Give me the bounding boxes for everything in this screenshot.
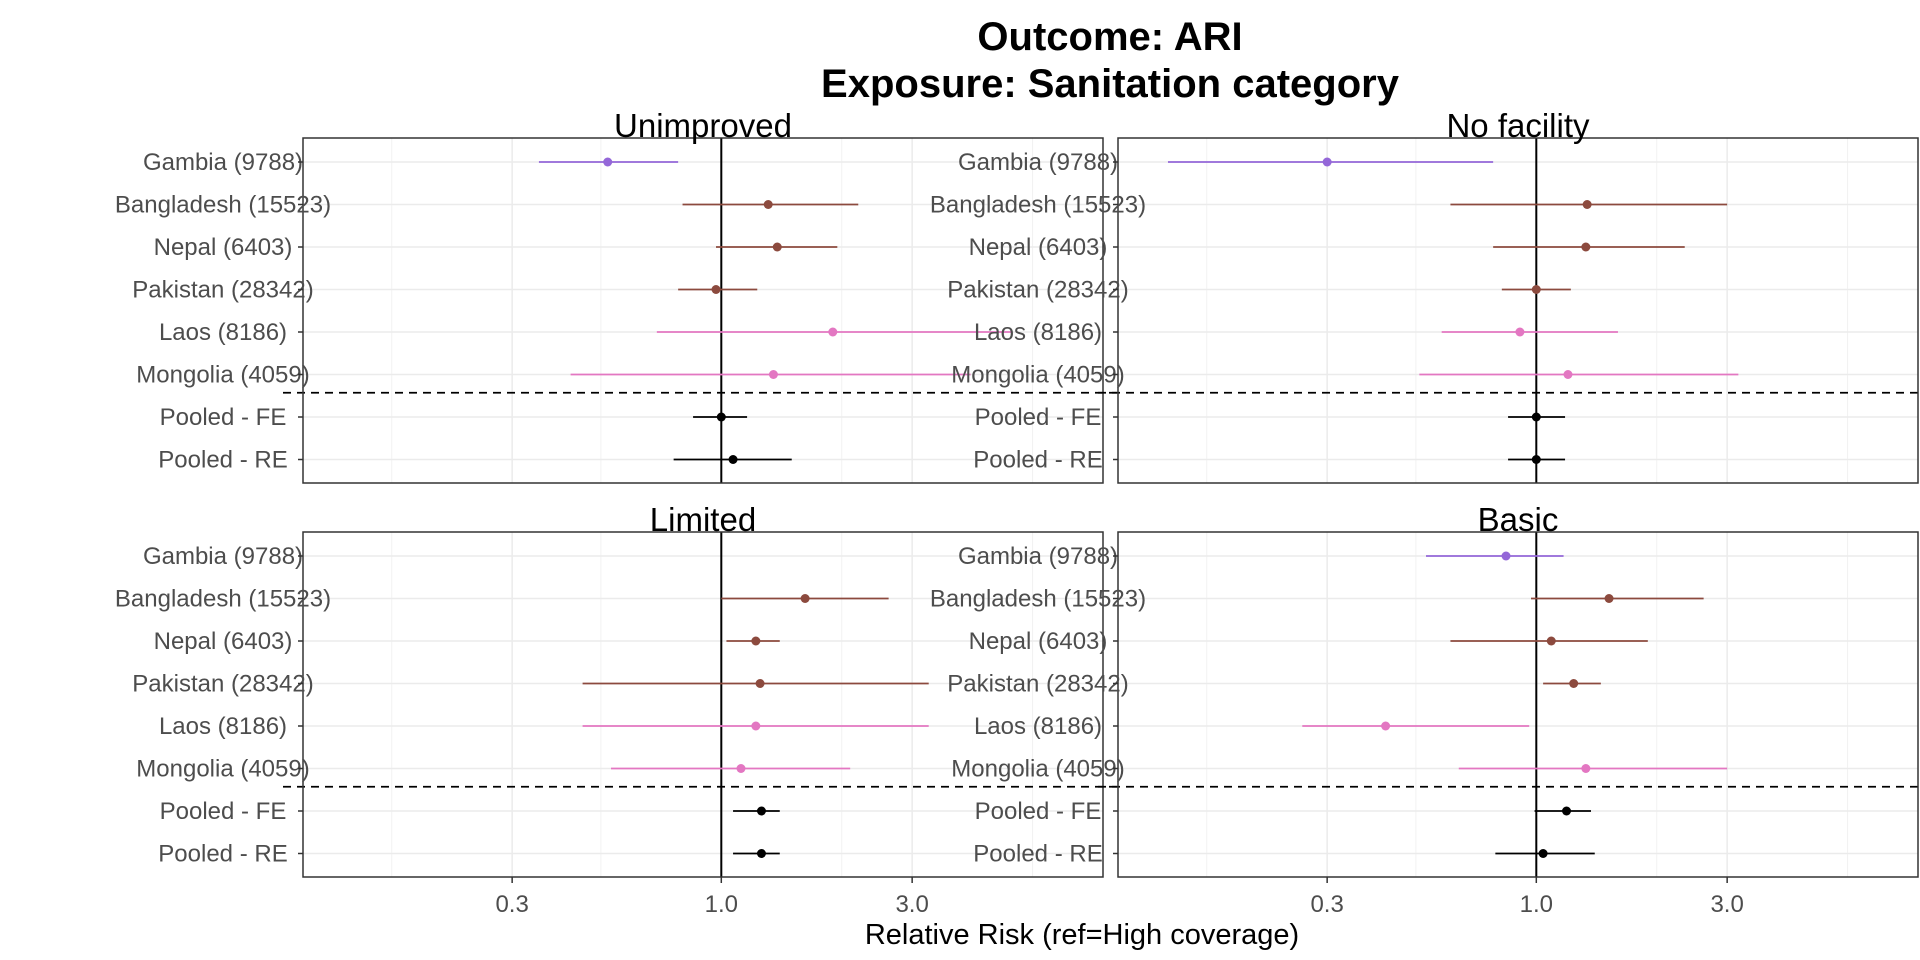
y-tick-label: Laos (8186) [974, 319, 1102, 346]
panel-background [1118, 138, 1918, 483]
y-tick-label: Bangladesh (15523) [115, 192, 331, 219]
x-tick-label: 0.3 [1310, 891, 1343, 918]
y-tick-label: Pooled - FE [160, 798, 287, 825]
point-estimate-laos-8186 [1381, 721, 1391, 731]
y-tick-label: Pakistan (28342) [132, 277, 313, 304]
point-estimate-pooled-fe [756, 806, 766, 816]
chart-title-line-1: Outcome: ARI [977, 15, 1242, 59]
y-tick-label: Bangladesh (15523) [930, 192, 1146, 219]
y-tick-label: Gambia (9788) [958, 543, 1118, 570]
y-tick-label: Gambia (9788) [143, 149, 303, 176]
x-tick-label: 1.0 [705, 891, 738, 918]
point-estimate-pooled-fe [1531, 412, 1541, 422]
panel-border [1117, 531, 1919, 878]
y-tick-label: Bangladesh (15523) [930, 586, 1146, 613]
x-tick-label: 3.0 [1710, 891, 1743, 918]
y-tick-label: Pakistan (28342) [947, 277, 1128, 304]
y-tick-label: Laos (8186) [159, 319, 287, 346]
y-tick-label: Gambia (9788) [958, 149, 1118, 176]
y-tick-label: Pooled - RE [158, 841, 287, 868]
point-estimate-pooled-re [1531, 455, 1541, 464]
y-tick-label: Bangladesh (15523) [115, 586, 331, 613]
point-estimate-mongolia-4059 [1563, 370, 1573, 379]
facet-unimproved: Unimproved Gambia (9788) Bangladesh (15523… [115, 107, 1123, 484]
point-estimate-gambia-9788 [1501, 551, 1511, 561]
panel-background [303, 138, 1103, 483]
point-estimate-mongolia-4059 [736, 764, 746, 773]
point-estimate-nepal-6403 [1546, 636, 1556, 646]
facet-title: No facility [1446, 107, 1590, 144]
y-tick-label: Nepal (6403) [969, 234, 1108, 261]
panel-border [1117, 137, 1919, 484]
y-tick-label: Nepal (6403) [154, 628, 293, 655]
y-tick-label: Gambia (9788) [143, 543, 303, 570]
facet-basic: Basic Gambia (9788) Bangladesh (15523) Nepa… [930, 501, 1920, 918]
point-estimate-gambia-9788 [603, 157, 613, 167]
point-estimate-laos-8186 [751, 721, 761, 731]
y-tick-label: Mongolia (4059) [951, 756, 1124, 783]
y-tick-label: Pooled - FE [975, 798, 1102, 825]
point-estimate-bangladesh-15523 [800, 594, 810, 603]
point-estimate-pooled-re [756, 849, 766, 858]
point-estimate-pooled-re [1538, 849, 1548, 858]
panel-border [302, 531, 1104, 878]
point-estimate-nepal-6403 [1581, 242, 1591, 252]
point-estimate-gambia-9788 [1322, 157, 1332, 167]
panel-border [302, 137, 1104, 484]
point-estimate-nepal-6403 [772, 242, 782, 252]
panel-background [303, 532, 1103, 877]
y-tick-label: Laos (8186) [974, 713, 1102, 740]
point-estimate-pakistan-28342 [711, 285, 721, 294]
y-tick-label: Nepal (6403) [154, 234, 293, 261]
point-estimate-bangladesh-15523 [1604, 594, 1614, 603]
point-estimate-pooled-re [728, 455, 738, 464]
point-estimate-mongolia-4059 [1581, 764, 1591, 773]
y-tick-label: Mongolia (4059) [136, 362, 309, 389]
y-tick-label: Pooled - FE [160, 404, 287, 431]
y-tick-label: Mongolia (4059) [951, 362, 1124, 389]
point-estimate-pooled-fe [1562, 806, 1572, 816]
chart-title-line-2: Exposure: Sanitation category [821, 62, 1400, 106]
point-estimate-pakistan-28342 [1569, 679, 1579, 688]
y-tick-label: Pakistan (28342) [132, 671, 313, 698]
point-estimate-laos-8186 [1515, 327, 1525, 337]
facet-limited: Limited Gambia (9788) Bangladesh (15523) Ne… [115, 501, 1123, 918]
facet-title: Limited [650, 501, 756, 538]
x-tick-label: 3.0 [895, 891, 928, 918]
y-tick-label: Pooled - FE [975, 404, 1102, 431]
point-estimate-pakistan-28342 [755, 679, 765, 688]
panel-background [1118, 532, 1918, 877]
facet-title: Basic [1478, 501, 1559, 538]
point-estimate-bangladesh-15523 [763, 200, 773, 209]
y-tick-label: Pakistan (28342) [947, 671, 1128, 698]
point-estimate-laos-8186 [828, 327, 838, 337]
y-tick-label: Mongolia (4059) [136, 756, 309, 783]
facet-title: Unimproved [614, 107, 792, 144]
y-tick-label: Pooled - RE [158, 447, 287, 474]
y-tick-label: Pooled - RE [973, 841, 1102, 868]
facet-panels: Unimproved Gambia (9788) Bangladesh (15523… [115, 107, 1920, 918]
point-estimate-mongolia-4059 [768, 370, 778, 379]
y-tick-label: Nepal (6403) [969, 628, 1108, 655]
x-tick-label: 0.3 [495, 891, 528, 918]
x-tick-label: 1.0 [1520, 891, 1553, 918]
facet-no-facility: No facility Gambia (9788) Bangladesh (1552… [930, 107, 1920, 484]
point-estimate-pooled-fe [716, 412, 726, 422]
y-tick-label: Pooled - RE [973, 447, 1102, 474]
y-tick-label: Laos (8186) [159, 713, 287, 740]
point-estimate-pakistan-28342 [1531, 285, 1541, 294]
x-axis-label: Relative Risk (ref=High coverage) [865, 919, 1299, 951]
point-estimate-bangladesh-15523 [1582, 200, 1592, 209]
point-estimate-nepal-6403 [751, 636, 761, 646]
